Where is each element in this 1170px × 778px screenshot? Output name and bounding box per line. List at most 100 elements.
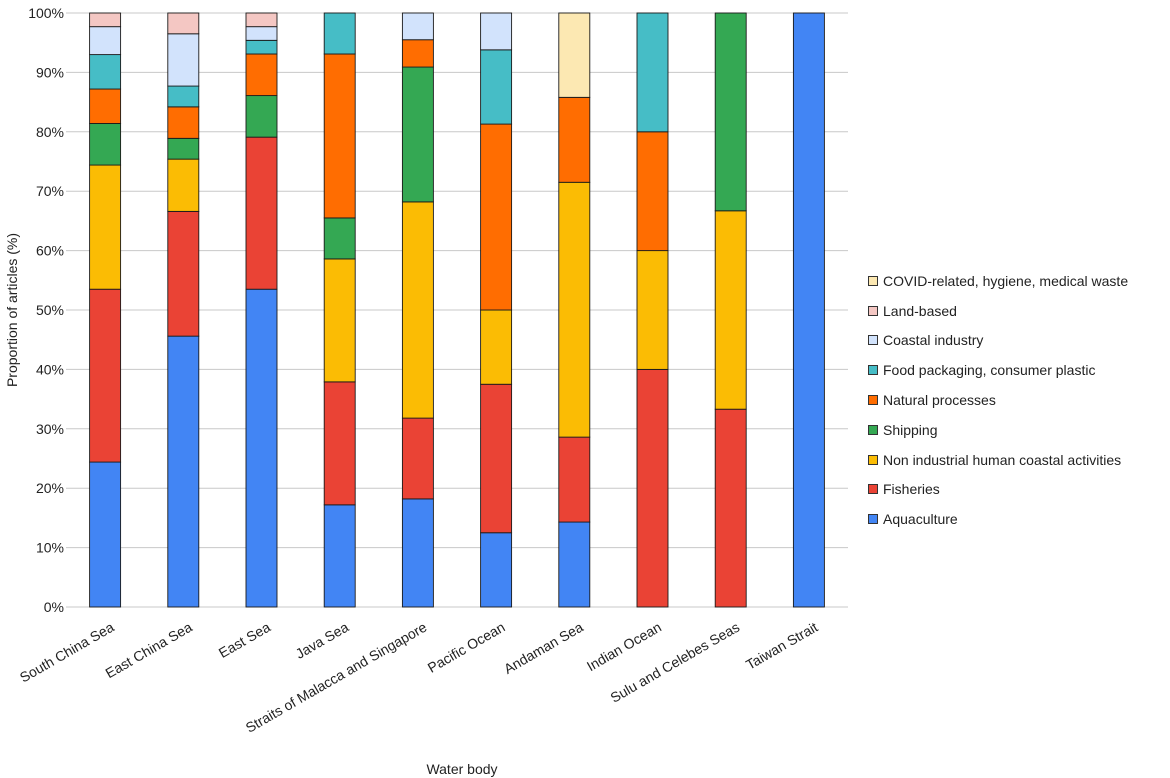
- legend-swatch: [868, 514, 878, 525]
- legend-item: Shipping: [868, 415, 1128, 445]
- bar-segment: [323, 217, 356, 260]
- bar-segment: [636, 131, 669, 252]
- bar-segment: [323, 381, 356, 506]
- bar-segment: [167, 137, 200, 160]
- y-tick-label: 40%: [36, 361, 64, 377]
- bar-segment: [480, 532, 513, 608]
- bar-segment: [323, 504, 356, 608]
- bar-segment: [480, 49, 513, 125]
- y-tick-label: 30%: [36, 421, 64, 437]
- x-tick-label: South China Sea: [17, 619, 117, 686]
- legend-swatch: [868, 335, 878, 346]
- legend-swatch: [868, 395, 878, 406]
- legend-item: Natural processes: [868, 385, 1128, 415]
- legend-item: Fisheries: [868, 475, 1128, 505]
- bar-segment: [245, 288, 278, 608]
- legend-label: COVID-related, hygiene, medical waste: [883, 272, 1129, 289]
- bar-segment: [89, 88, 122, 124]
- y-axis-ticks: 0% 10% 20% 30% 40% 50% 60% 70% 80% 90% 100%: [28, 5, 64, 615]
- bar-segment: [89, 26, 122, 56]
- legend-item: Land-based: [868, 296, 1128, 326]
- y-tick-label: 70%: [36, 183, 64, 199]
- bar-segment: [792, 12, 825, 608]
- legend-swatch: [868, 275, 878, 286]
- legend-item: Non industrial human coastal activities: [868, 445, 1128, 475]
- bar-segment: [714, 408, 747, 608]
- legend-swatch: [868, 424, 878, 435]
- bar-segment: [480, 123, 513, 311]
- bar-segment: [89, 288, 122, 463]
- legend-item: Food packaging, consumer plastic: [868, 355, 1128, 385]
- bar-segment: [480, 309, 513, 385]
- legend-label: Food packaging, consumer plastic: [883, 362, 1096, 379]
- legend-label: Land-based: [883, 302, 957, 319]
- bar-segment: [714, 210, 747, 410]
- legend-label: Fisheries: [883, 481, 940, 498]
- x-tick-label: Andaman Sea: [501, 619, 586, 677]
- y-axis-title: Proportion of articles (%): [4, 233, 20, 387]
- y-tick-label: 10%: [36, 540, 64, 556]
- bar-segment: [89, 123, 122, 166]
- legend-label: Aquaculture: [883, 511, 958, 528]
- x-tick-label: Taiwan Strait: [743, 619, 821, 673]
- legend-item: COVID-related, hygiene, medical waste: [868, 266, 1128, 296]
- legend-label: Coastal industry: [883, 332, 984, 349]
- y-tick-label: 0%: [44, 599, 64, 615]
- bar-segment: [636, 368, 669, 608]
- legend-swatch: [868, 365, 878, 376]
- bar-segment: [323, 53, 356, 219]
- x-tick-label: East China Sea: [103, 619, 195, 682]
- bar-segment: [167, 12, 200, 35]
- bar-segment: [401, 417, 434, 500]
- legend: COVID-related, hygiene, medical waste Lan…: [868, 266, 1128, 534]
- bar-segment: [167, 158, 200, 212]
- x-tick-label: Java Sea: [293, 619, 352, 662]
- legend-swatch: [868, 484, 878, 495]
- legend-label: Non industrial human coastal activities: [883, 451, 1122, 468]
- bars: [89, 12, 825, 608]
- bar-segment: [89, 461, 122, 608]
- y-tick-label: 50%: [36, 302, 64, 318]
- bar-segment: [167, 210, 200, 337]
- bar-segment: [558, 436, 591, 523]
- bar-segment: [323, 12, 356, 55]
- y-tick-label: 90%: [36, 64, 64, 80]
- bar-segment: [245, 12, 278, 28]
- y-tick-label: 60%: [36, 243, 64, 259]
- y-tick-label: 80%: [36, 124, 64, 140]
- bar-segment: [480, 12, 513, 51]
- x-tick-label: East Sea: [216, 619, 273, 661]
- bar-segment: [558, 12, 591, 98]
- bar-segment: [167, 33, 200, 87]
- bar-segment: [245, 53, 278, 97]
- bar-segment: [167, 106, 200, 139]
- legend-label: Shipping: [883, 421, 938, 438]
- bar-segment: [558, 96, 591, 183]
- bar-segment: [558, 521, 591, 608]
- bar-segment: [89, 12, 122, 28]
- bar-segment: [401, 201, 434, 419]
- bar-segment: [480, 383, 513, 534]
- bar-segment: [636, 250, 669, 370]
- bar-segment: [401, 12, 434, 41]
- bar-segment: [245, 136, 278, 290]
- y-tick-label: 100%: [28, 5, 64, 21]
- legend-item: Coastal industry: [868, 326, 1128, 356]
- bar-segment: [401, 66, 434, 203]
- bar-segment: [714, 12, 747, 212]
- bar-segment: [401, 39, 434, 68]
- y-tick-label: 20%: [36, 480, 64, 496]
- x-tick-label: Pacific Ocean: [425, 619, 508, 676]
- bar-segment: [167, 335, 200, 608]
- bar-segment: [558, 181, 591, 438]
- bar-segment: [401, 498, 434, 608]
- x-axis-title: Water body: [426, 761, 497, 777]
- bar-segment: [636, 12, 669, 133]
- bar-segment: [245, 39, 278, 55]
- bar-segment: [245, 95, 278, 138]
- bar-segment: [167, 85, 200, 108]
- legend-swatch: [868, 305, 878, 316]
- bar-segment: [89, 164, 122, 290]
